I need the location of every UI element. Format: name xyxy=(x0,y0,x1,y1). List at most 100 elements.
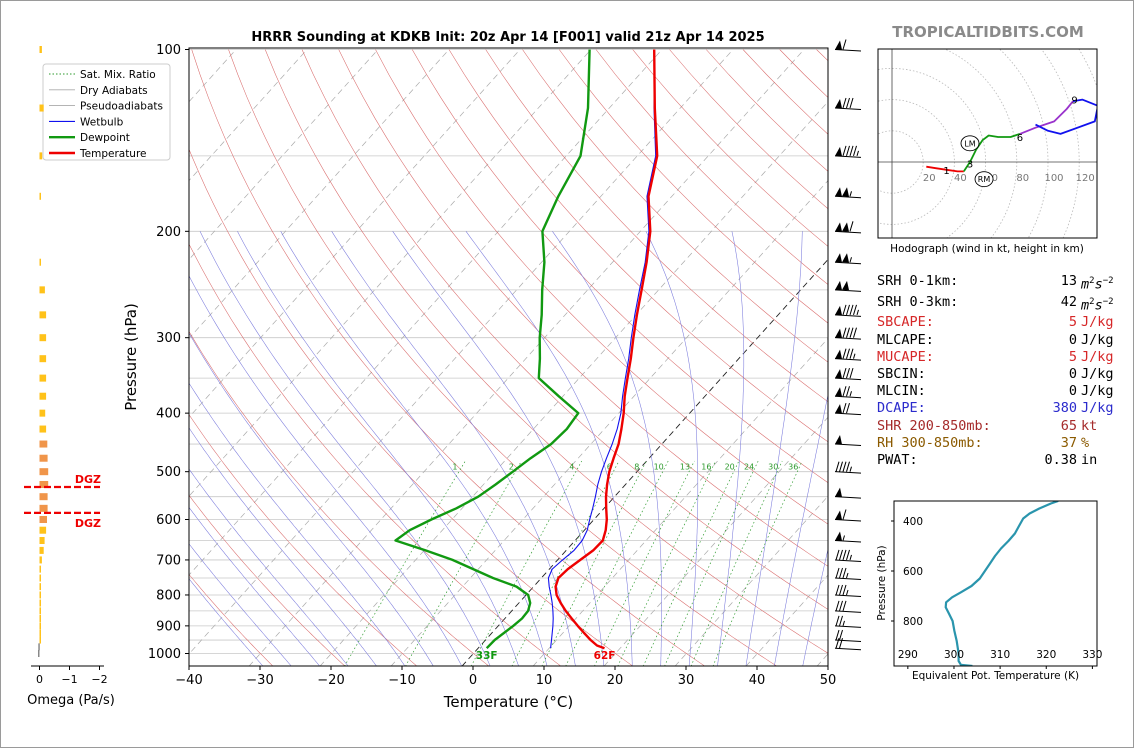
param-row: SBCAPE: 5 J/kg xyxy=(877,314,1114,331)
wind-barb xyxy=(834,584,862,597)
barb-shaft xyxy=(834,559,862,562)
temperature-line xyxy=(554,49,659,650)
y-tick-label: 300 xyxy=(156,331,181,346)
omega-bar xyxy=(39,392,47,400)
barb-full xyxy=(842,567,847,579)
theta-e-line xyxy=(944,501,1059,666)
hodograph-caption: Hodograph (wind in kt, height in km) xyxy=(890,243,1084,255)
barb-flag xyxy=(835,99,842,109)
hodograph-frame xyxy=(877,48,1098,239)
pseudoadiabat-line xyxy=(745,231,803,666)
pseudoadiabat-line xyxy=(774,393,828,666)
param-unit: m2s−2 xyxy=(1081,296,1114,314)
barb-flag xyxy=(835,404,842,414)
barb-flag xyxy=(835,487,842,497)
omega-bar xyxy=(39,374,47,382)
dry-adiabat-line xyxy=(189,494,346,666)
omega-bar xyxy=(39,258,41,266)
mixing-ratio-label: 30 xyxy=(768,463,778,472)
y-axis-label: Pressure (hPa) xyxy=(122,303,140,411)
isotherm-line xyxy=(319,101,828,666)
barb-shaft xyxy=(834,471,862,474)
param-row: RH 300-850mb: 37% xyxy=(877,435,1114,452)
hodograph-height-label: 1 xyxy=(943,166,949,177)
barb-half xyxy=(842,535,845,541)
omega-bar xyxy=(39,504,48,512)
omega-bar xyxy=(39,546,44,554)
barb-full xyxy=(842,97,847,109)
hodograph-ring-label: 80 xyxy=(1016,173,1029,184)
chart-title: HRRR Sounding at KDKB Init: 20z Apr 14 [… xyxy=(251,30,764,45)
param-label: MLCAPE: xyxy=(877,331,934,348)
barb-flag xyxy=(835,510,842,520)
param-row: DCAPE: 380 J/kg xyxy=(877,400,1114,417)
theta-e-y-tick-label: 600 xyxy=(903,566,923,578)
omega-bar xyxy=(39,599,41,607)
wind-barb xyxy=(834,461,862,474)
barb-shaft xyxy=(834,289,862,292)
barb-shaft xyxy=(834,337,862,340)
barb-full xyxy=(842,461,847,472)
mixing-ratio-line xyxy=(511,460,620,666)
pseudoadiabat-line xyxy=(717,231,745,666)
wind-barb xyxy=(834,567,862,581)
mixing-ratio-line xyxy=(541,460,647,666)
dry-adiabat-line xyxy=(189,330,490,666)
x-tick-label: −10 xyxy=(388,673,415,688)
barb-full xyxy=(842,509,847,520)
param-row: MLCIN: 0 J/kg xyxy=(877,383,1114,400)
mixing-ratio-line xyxy=(470,460,583,666)
param-label: SRH 0-1km: xyxy=(877,273,959,289)
barb-full xyxy=(842,145,847,157)
isotherm-line xyxy=(189,49,663,576)
barb-full xyxy=(839,615,843,627)
barb-full xyxy=(839,629,843,641)
hodograph-height-label: 3 xyxy=(967,160,973,171)
barb-full xyxy=(835,629,840,641)
param-value: 42 xyxy=(1060,293,1077,310)
site-brand[interactable]: TROPICALTIDBITS.COM xyxy=(892,23,1084,41)
isotherm-line xyxy=(248,49,805,666)
y-tick-label: 700 xyxy=(156,553,181,568)
x-tick-label: 20 xyxy=(607,673,624,688)
param-unit: J/kg xyxy=(1081,366,1114,383)
barb-shaft xyxy=(834,49,862,52)
y-tick-label: 900 xyxy=(156,619,181,634)
barb-half xyxy=(849,257,852,263)
theta-e-y-label: Pressure (hPa) xyxy=(876,545,888,620)
isotherm-line xyxy=(189,49,308,182)
barb-flag xyxy=(842,187,849,197)
barb-shaft xyxy=(834,155,862,158)
pseudoadiabat-line xyxy=(199,231,491,666)
pseudoadiabat-line xyxy=(189,578,264,666)
barb-full xyxy=(849,367,854,379)
param-unit: J/kg xyxy=(1081,348,1114,365)
hodograph-segment xyxy=(963,133,1021,172)
omega-bar xyxy=(39,286,45,294)
barb-flag xyxy=(835,435,842,445)
hodograph-ring-label: 120 xyxy=(1076,173,1095,184)
omega-bar xyxy=(39,454,48,462)
barb-full xyxy=(842,600,847,612)
wetbulb-line xyxy=(547,49,657,649)
mixing-ratio-label: 16 xyxy=(701,463,711,472)
mixing-ratio-line xyxy=(664,460,759,666)
barb-half xyxy=(856,150,859,157)
storm-motion-label: LM xyxy=(964,139,975,148)
barb-half xyxy=(849,391,852,397)
barb-flag xyxy=(835,222,842,232)
barb-flag xyxy=(835,146,842,157)
dgz-label: DGZ xyxy=(75,517,101,530)
hodograph-height-label: 6 xyxy=(1017,133,1023,144)
isotherm-line xyxy=(189,49,592,497)
omega-bar xyxy=(39,574,41,582)
barb-full xyxy=(849,221,854,232)
barb-full xyxy=(842,367,847,379)
barb-full xyxy=(853,145,857,157)
legend: Sat. Mix. Ratio Dry Adiabats Pseudoadiabat… xyxy=(42,63,171,161)
mixing-ratio-label: 8 xyxy=(634,463,639,472)
wind-barb xyxy=(834,253,862,265)
mixing-ratio-label: 1 xyxy=(452,463,457,472)
barb-shaft xyxy=(834,540,862,543)
hodograph-segment xyxy=(1019,100,1074,135)
